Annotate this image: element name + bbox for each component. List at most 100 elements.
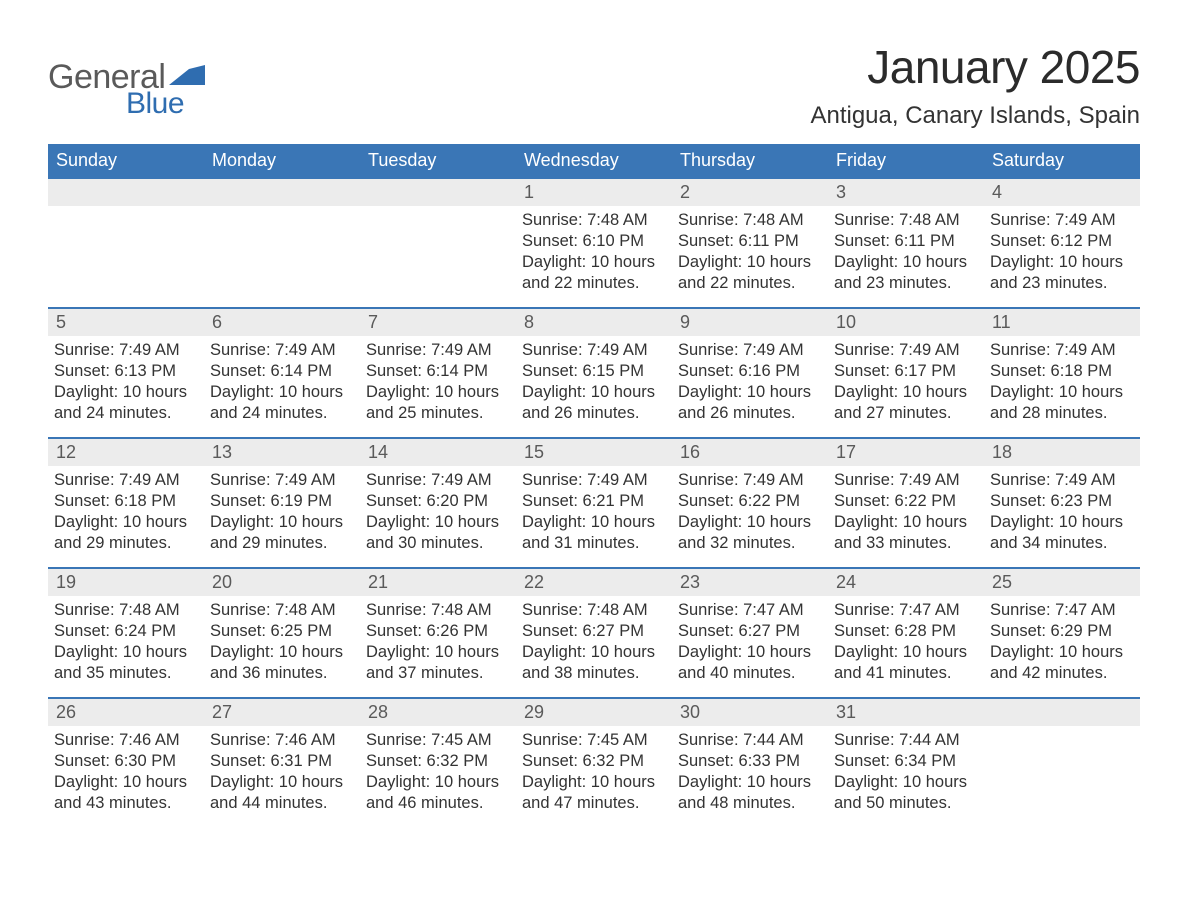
sunrise-line: Sunrise: 7:45 AM <box>366 730 510 751</box>
sunset-line: Sunset: 6:27 PM <box>678 621 822 642</box>
sunrise-line: Sunrise: 7:49 AM <box>990 210 1134 231</box>
title-block: January 2025 Antigua, Canary Islands, Sp… <box>810 40 1140 130</box>
sunset-line: Sunset: 6:27 PM <box>522 621 666 642</box>
day-number: 1 <box>516 179 672 206</box>
daylight-line-2: and 23 minutes. <box>990 273 1134 294</box>
dow-cell: Sunday <box>48 144 204 177</box>
header-row: General Blue January 2025 Antigua, Canar… <box>48 40 1140 130</box>
day-number: 11 <box>984 309 1140 336</box>
day-cell: 10Sunrise: 7:49 AMSunset: 6:17 PMDayligh… <box>828 309 984 437</box>
dow-cell: Saturday <box>984 144 1140 177</box>
week-row: 19 Sunrise: 7:48 AM Sunset: 6:24 PM Dayligh… <box>48 567 1140 697</box>
day-number: 19 <box>48 569 204 596</box>
sunrise-line: Sunrise: 7:48 AM <box>210 600 354 621</box>
daylight-line-1: Daylight: 10 hours <box>54 772 198 793</box>
sunset-line: Sunset: 6:26 PM <box>366 621 510 642</box>
day-number: 31 <box>828 699 984 726</box>
week-row: 5Sunrise: 7:49 AMSunset: 6:13 PMDaylight… <box>48 307 1140 437</box>
daylight-line-1: Daylight: 10 hours <box>834 382 978 403</box>
dow-cell: Wednesday <box>516 144 672 177</box>
day-cell: 1Sunrise: 7:48 AMSunset: 6:10 PMDaylight… <box>516 179 672 307</box>
day-number: 2 <box>672 179 828 206</box>
day-number: 6 <box>204 309 360 336</box>
day-number: 28 <box>360 699 516 726</box>
sunset-line: Sunset: 6:28 PM <box>834 621 978 642</box>
daylight-line-2: and 23 minutes. <box>834 273 978 294</box>
day-number: 10 <box>828 309 984 336</box>
sunrise-line: Sunrise: 7:49 AM <box>678 340 822 361</box>
dow-cell: Friday <box>828 144 984 177</box>
day-cell: 5Sunrise: 7:49 AMSunset: 6:13 PMDaylight… <box>48 309 204 437</box>
day-number: 22 <box>516 569 672 596</box>
day-cell <box>984 699 1140 827</box>
sunrise-line: Sunrise: 7:47 AM <box>678 600 822 621</box>
sunset-line: Sunset: 6:33 PM <box>678 751 822 772</box>
day-number: 23 <box>672 569 828 596</box>
day-number: 20 <box>204 569 360 596</box>
day-number: 16 <box>672 439 828 466</box>
location-subtitle: Antigua, Canary Islands, Spain <box>810 102 1140 130</box>
daylight-line-2: and 25 minutes. <box>366 403 510 424</box>
sunset-line: Sunset: 6:34 PM <box>834 751 978 772</box>
day-cell: 30Sunrise: 7:44 AMSunset: 6:33 PMDayligh… <box>672 699 828 827</box>
sunrise-line: Sunrise: 7:49 AM <box>834 470 978 491</box>
day-cell: 18Sunrise: 7:49 AMSunset: 6:23 PMDayligh… <box>984 439 1140 567</box>
daylight-line-1: Daylight: 10 hours <box>678 252 822 273</box>
daylight-line-1: Daylight: 10 hours <box>54 382 198 403</box>
daylight-line-1: Daylight: 10 hours <box>990 642 1134 663</box>
day-cell: 4Sunrise: 7:49 AMSunset: 6:12 PMDaylight… <box>984 179 1140 307</box>
day-cell: 16Sunrise: 7:49 AMSunset: 6:22 PMDayligh… <box>672 439 828 567</box>
sunrise-line: Sunrise: 7:49 AM <box>366 470 510 491</box>
week-row: 26Sunrise: 7:46 AMSunset: 6:30 PMDayligh… <box>48 697 1140 827</box>
daylight-line-2: and 33 minutes. <box>834 533 978 554</box>
dow-cell: Thursday <box>672 144 828 177</box>
day-cell: 22Sunrise: 7:48 AMSunset: 6:27 PMDayligh… <box>516 569 672 697</box>
sunset-line: Sunset: 6:24 PM <box>54 621 198 642</box>
sunrise-line: Sunrise: 7:49 AM <box>990 470 1134 491</box>
sunset-line: Sunset: 6:11 PM <box>834 231 978 252</box>
sunrise-line: Sunrise: 7:45 AM <box>522 730 666 751</box>
day-number <box>48 179 204 206</box>
daylight-line-1: Daylight: 10 hours <box>678 642 822 663</box>
sunrise-line: Sunrise: 7:44 AM <box>834 730 978 751</box>
daylight-line-2: and 46 minutes. <box>366 793 510 814</box>
day-cell: 28Sunrise: 7:45 AMSunset: 6:32 PMDayligh… <box>360 699 516 827</box>
day-number <box>360 179 516 206</box>
daylight-line-2: and 22 minutes. <box>678 273 822 294</box>
sunset-line: Sunset: 6:16 PM <box>678 361 822 382</box>
sunrise-line: Sunrise: 7:48 AM <box>834 210 978 231</box>
daylight-line-1: Daylight: 10 hours <box>522 772 666 793</box>
day-cell: 11Sunrise: 7:49 AMSunset: 6:18 PMDayligh… <box>984 309 1140 437</box>
dow-cell: Tuesday <box>360 144 516 177</box>
sunrise-line: Sunrise: 7:49 AM <box>522 470 666 491</box>
day-cell: 25Sunrise: 7:47 AMSunset: 6:29 PMDayligh… <box>984 569 1140 697</box>
flag-icon <box>169 63 205 85</box>
sunset-line: Sunset: 6:14 PM <box>366 361 510 382</box>
daylight-line-1: Daylight: 10 hours <box>834 772 978 793</box>
month-title: January 2025 <box>810 40 1140 94</box>
daylight-line-2: and 38 minutes. <box>522 663 666 684</box>
day-number: 12 <box>48 439 204 466</box>
daylight-line-2: and 34 minutes. <box>990 533 1134 554</box>
daylight-line-1: Daylight: 10 hours <box>210 382 354 403</box>
daylight-line-1: Daylight: 10 hours <box>834 512 978 533</box>
day-cell: 15Sunrise: 7:49 AMSunset: 6:21 PMDayligh… <box>516 439 672 567</box>
sunset-line: Sunset: 6:17 PM <box>834 361 978 382</box>
day-cell: 3Sunrise: 7:48 AMSunset: 6:11 PMDaylight… <box>828 179 984 307</box>
page: General Blue January 2025 Antigua, Canar… <box>0 0 1188 867</box>
sunset-line: Sunset: 6:31 PM <box>210 751 354 772</box>
daylight-line-1: Daylight: 10 hours <box>990 512 1134 533</box>
day-cell: 8Sunrise: 7:49 AMSunset: 6:15 PMDaylight… <box>516 309 672 437</box>
daylight-line-2: and 22 minutes. <box>522 273 666 294</box>
day-cell <box>360 179 516 307</box>
daylight-line-2: and 35 minutes. <box>54 663 198 684</box>
sunrise-line: Sunrise: 7:49 AM <box>54 470 198 491</box>
sunset-line: Sunset: 6:15 PM <box>522 361 666 382</box>
daylight-line-1: Daylight: 10 hours <box>366 772 510 793</box>
day-cell: 7Sunrise: 7:49 AMSunset: 6:14 PMDaylight… <box>360 309 516 437</box>
daylight-line-1: Daylight: 10 hours <box>522 642 666 663</box>
sunrise-line: Sunrise: 7:48 AM <box>522 210 666 231</box>
day-cell: 9Sunrise: 7:49 AMSunset: 6:16 PMDaylight… <box>672 309 828 437</box>
day-number <box>984 699 1140 726</box>
sunset-line: Sunset: 6:21 PM <box>522 491 666 512</box>
